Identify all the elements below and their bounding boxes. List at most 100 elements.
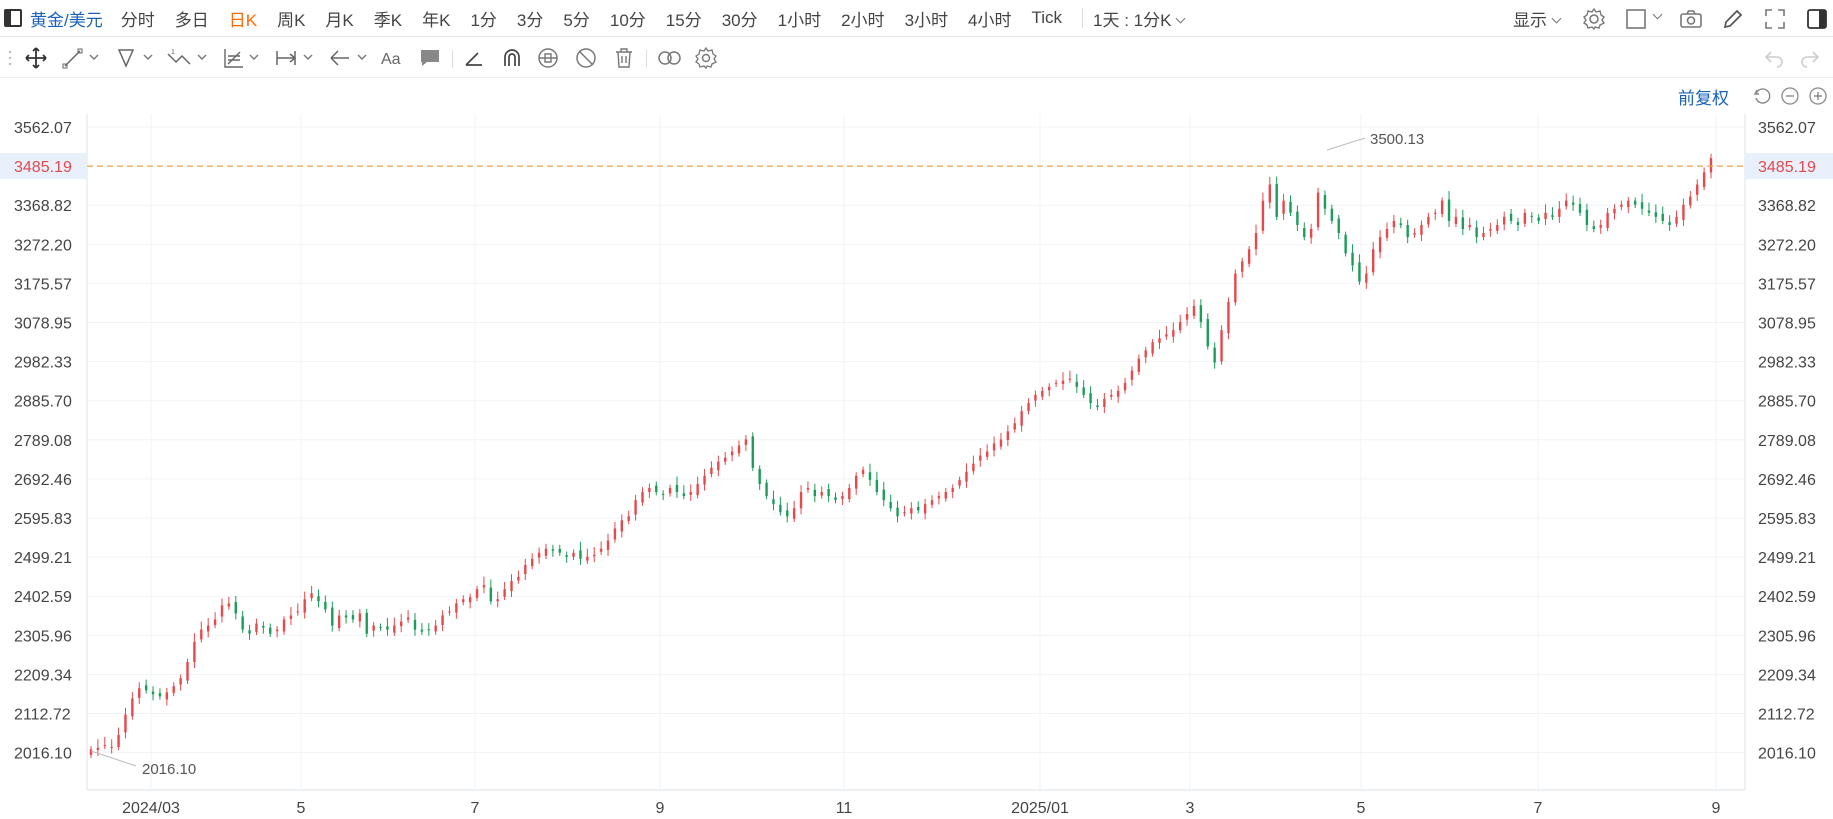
period-5min[interactable]: 5分	[563, 10, 590, 30]
candle-body	[1192, 305, 1196, 316]
period-3min[interactable]: 3分	[516, 10, 544, 30]
period-intraday[interactable]: 分时	[120, 10, 155, 30]
period-4hour[interactable]: 4小时	[968, 10, 1012, 30]
period-daily[interactable]: 日K	[228, 10, 258, 30]
candle-body	[586, 556, 589, 561]
text-tool-icon[interactable]: Aa	[380, 46, 404, 70]
candle-body	[1254, 233, 1258, 250]
layout-selector[interactable]	[1624, 7, 1663, 31]
candle-body	[1440, 200, 1444, 215]
period-30min[interactable]: 30分	[721, 10, 758, 30]
period-yearly[interactable]: 年K	[422, 10, 451, 30]
period-multiday[interactable]: 多日	[174, 10, 209, 30]
candle-body	[703, 475, 706, 485]
zoom-in-icon[interactable]	[1808, 86, 1828, 106]
candle-body	[1220, 330, 1223, 362]
hide-drawings-icon[interactable]	[574, 46, 598, 70]
sidebar-toggle-icon[interactable]	[4, 9, 22, 27]
candle-body	[206, 625, 210, 632]
symbol-selector[interactable]: 黄金/美元	[30, 10, 103, 30]
candle-body	[730, 451, 734, 456]
candle-body	[420, 629, 424, 632]
trend-line-icon[interactable]	[62, 46, 102, 70]
candle-body	[1123, 382, 1127, 391]
fibonacci-tool-icon[interactable]	[222, 46, 262, 70]
period-10min[interactable]: 10分	[609, 10, 646, 30]
arrow-tool-icon[interactable]	[328, 46, 372, 70]
candle-body	[1447, 199, 1451, 221]
move-cross-icon[interactable]	[24, 46, 48, 70]
x-tick-label: 7	[1534, 800, 1543, 817]
pencil-icon[interactable]	[1721, 7, 1745, 31]
candle-body	[269, 627, 272, 634]
candle-body	[848, 487, 851, 500]
candle-body	[1116, 390, 1120, 397]
candle-body	[1303, 227, 1306, 238]
magnet-icon[interactable]	[500, 46, 524, 70]
candle-body	[634, 500, 637, 515]
candle-body	[1103, 398, 1106, 408]
range-selector[interactable]: 1天 : 1分K	[1093, 6, 1186, 31]
lock-drawings-icon[interactable]	[536, 46, 560, 70]
candle-body	[1523, 212, 1527, 224]
candle-body	[1468, 224, 1471, 228]
candle-body	[496, 599, 499, 602]
period-weekly[interactable]: 周K	[277, 10, 306, 30]
candle-body	[1454, 216, 1458, 224]
candle-body	[186, 661, 189, 681]
candle-body	[448, 611, 451, 613]
fullscreen-icon[interactable]	[1763, 7, 1787, 31]
redo-icon[interactable]	[1798, 46, 1822, 70]
drag-handle-icon[interactable]	[6, 46, 14, 70]
comment-icon[interactable]	[418, 46, 442, 70]
settings-gear-icon[interactable]	[1582, 7, 1606, 31]
candle-body	[1365, 273, 1368, 283]
candle-body	[1351, 252, 1354, 266]
x-tick-label: 2025/01	[1011, 800, 1069, 817]
compare-icon[interactable]	[656, 46, 684, 70]
display-menu[interactable]: 显示	[1513, 6, 1562, 31]
period-tick[interactable]: Tick	[1031, 8, 1063, 27]
period-1hour[interactable]: 1小时	[777, 10, 822, 30]
candle-body	[427, 629, 430, 631]
candle-body	[1571, 202, 1575, 205]
drawing-settings-icon[interactable]	[694, 46, 718, 70]
trash-icon[interactable]	[612, 46, 636, 70]
measure-tool-icon[interactable]	[274, 46, 318, 70]
y-tick-label: 2305.96	[14, 628, 72, 645]
angle-tool-icon[interactable]	[462, 46, 486, 70]
side-panel-icon[interactable]	[1805, 7, 1829, 31]
candle-body	[1006, 431, 1010, 441]
period-2hour[interactable]: 2小时	[841, 10, 885, 30]
reset-icon[interactable]	[1752, 86, 1772, 106]
candle-body	[1268, 184, 1272, 203]
polyline-tool-icon[interactable]	[116, 46, 156, 70]
zoom-out-icon[interactable]	[1780, 86, 1800, 106]
y-tick-label: 2982.33	[1758, 355, 1816, 372]
candlestick-chart[interactable]: 3562.07 3485.19 3368.82 3272.20 3175.57 3078.…	[0, 80, 1833, 819]
adjustment-mode-link[interactable]: 前复权	[1678, 89, 1729, 108]
candle-body	[999, 439, 1003, 447]
candle-body	[530, 558, 534, 567]
candle-body	[227, 603, 231, 607]
undo-icon[interactable]	[1762, 46, 1786, 70]
x-tick-label: 5	[1357, 800, 1366, 817]
candle-body	[744, 439, 748, 445]
candle-body	[641, 492, 644, 503]
camera-icon[interactable]	[1679, 7, 1703, 31]
period-monthly[interactable]: 月K	[325, 10, 354, 30]
period-15min[interactable]: 15分	[665, 10, 702, 30]
candle-body	[358, 613, 362, 622]
period-3hour[interactable]: 3小时	[904, 10, 949, 30]
wave-pattern-icon[interactable]: 1	[166, 46, 210, 70]
current-price-tag-left	[0, 153, 86, 180]
candle-body	[951, 487, 954, 493]
candle-body	[275, 629, 279, 632]
period-1min[interactable]: 1分	[470, 10, 497, 30]
candle-body	[648, 487, 651, 493]
candle-body	[606, 540, 610, 550]
period-quarterly[interactable]: 季K	[373, 10, 403, 30]
candle-body	[1289, 201, 1292, 213]
candle-body	[110, 746, 113, 748]
candle-body	[661, 493, 665, 495]
